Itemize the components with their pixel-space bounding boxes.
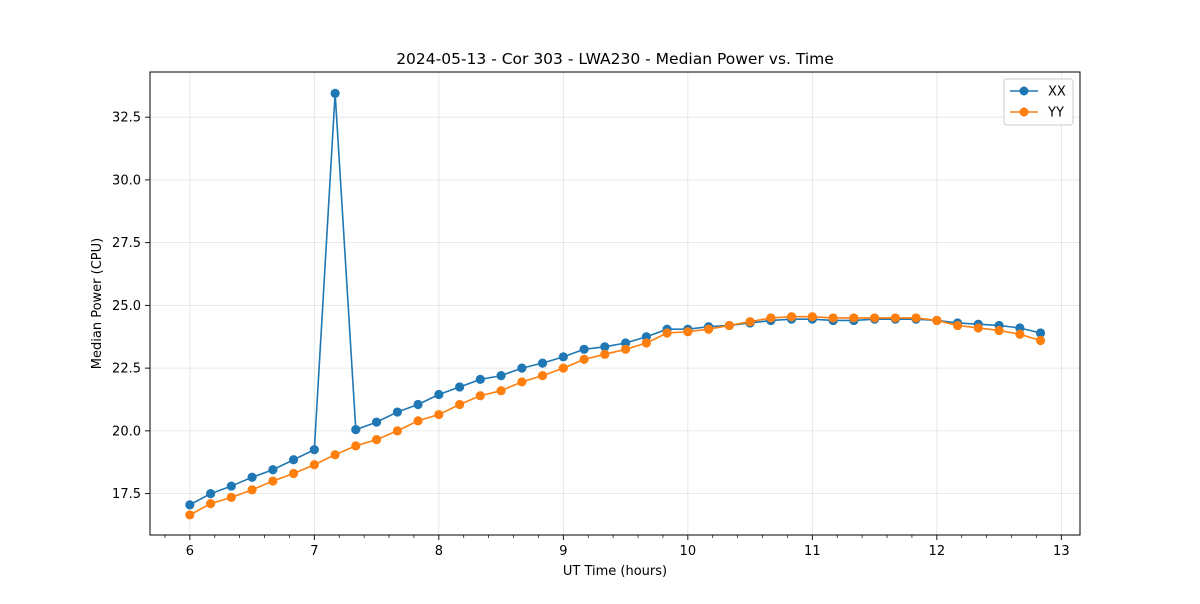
data-point-xx xyxy=(371,417,382,427)
data-point-yy xyxy=(890,313,900,323)
data-point-yy xyxy=(517,377,527,387)
data-point-yy xyxy=(558,363,568,373)
legend-swatch-yy-marker xyxy=(1019,107,1029,117)
data-point-xx xyxy=(309,445,319,455)
data-point-xx xyxy=(579,344,589,354)
x-tick-label: 7 xyxy=(310,544,318,559)
data-point-yy xyxy=(704,324,714,334)
data-point-yy xyxy=(994,325,1004,336)
data-point-yy xyxy=(330,450,340,460)
data-point-yy xyxy=(371,435,382,445)
data-point-yy xyxy=(662,328,672,338)
data-point-yy xyxy=(579,354,589,364)
x-tick-label: 9 xyxy=(559,544,567,559)
data-point-yy xyxy=(641,338,651,348)
x-tick-label: 13 xyxy=(1053,544,1070,559)
data-point-yy xyxy=(911,313,921,323)
data-point-xx xyxy=(330,88,340,98)
plot-frame xyxy=(149,71,1081,536)
data-point-yy xyxy=(309,460,319,470)
legend: XX YY xyxy=(1003,78,1074,126)
series-layer xyxy=(185,88,1046,520)
y-tick-label: 20.0 xyxy=(112,424,141,439)
data-point-yy xyxy=(247,485,257,495)
x-tick-label: 12 xyxy=(929,544,946,559)
x-tick-label: 8 xyxy=(435,544,443,559)
data-point-xx xyxy=(600,342,610,352)
axes: 6 7 8 9 10 11 12 13 17.5 20.0 22.5 25.0 27.5 30.0 32.5 xyxy=(112,111,1070,559)
legend-swatch-xx-marker xyxy=(1019,86,1029,96)
y-tick-label: 22.5 xyxy=(112,362,141,377)
data-point-yy xyxy=(413,416,423,426)
data-point-yy xyxy=(351,441,361,451)
data-point-xx xyxy=(496,371,506,381)
data-point-yy xyxy=(392,426,402,436)
data-point-yy xyxy=(724,320,734,331)
y-tick-label: 32.5 xyxy=(112,111,141,126)
data-point-yy xyxy=(973,323,983,333)
data-point-yy xyxy=(268,476,278,486)
y-tick-label: 25.0 xyxy=(112,299,141,314)
data-point-xx xyxy=(288,455,299,465)
data-point-xx xyxy=(268,465,278,475)
y-tick-label: 30.0 xyxy=(112,173,141,188)
data-point-yy xyxy=(1035,335,1046,346)
data-point-yy xyxy=(620,344,631,354)
x-tick-label: 10 xyxy=(680,544,697,559)
legend-label-xx: XX xyxy=(1048,85,1066,100)
data-point-yy xyxy=(226,492,236,502)
data-point-yy xyxy=(683,327,693,337)
data-point-yy xyxy=(869,313,880,323)
grid-lines xyxy=(150,72,1080,535)
x-axis-label: UT Time (hours) xyxy=(563,564,667,579)
data-point-xx xyxy=(413,399,423,410)
data-point-xx xyxy=(392,407,402,417)
data-point-xx xyxy=(558,352,568,362)
data-point-yy xyxy=(953,320,963,331)
data-point-yy xyxy=(185,510,195,520)
data-point-xx xyxy=(537,358,548,368)
data-point-yy xyxy=(496,386,506,396)
data-point-xx xyxy=(455,382,465,392)
data-point-yy xyxy=(434,409,444,420)
data-point-xx xyxy=(517,363,527,373)
data-point-yy xyxy=(828,313,838,323)
data-point-yy xyxy=(537,371,548,381)
y-tick-label: 27.5 xyxy=(112,236,141,251)
x-tick-label: 11 xyxy=(804,544,821,559)
data-point-xx xyxy=(351,425,361,435)
data-point-xx xyxy=(185,500,195,510)
data-point-yy xyxy=(600,349,610,359)
data-point-yy xyxy=(288,468,299,479)
data-point-xx xyxy=(1035,328,1046,338)
data-point-yy xyxy=(475,391,485,401)
data-point-yy xyxy=(455,399,465,410)
x-tick-label: 6 xyxy=(186,544,194,559)
data-point-yy xyxy=(206,499,216,509)
data-point-yy xyxy=(1015,329,1025,339)
y-tick-label: 17.5 xyxy=(112,487,141,502)
data-point-yy xyxy=(745,317,755,327)
data-point-yy xyxy=(786,312,797,322)
y-axis-label: Median Power (CPU) xyxy=(90,238,105,369)
data-point-xx xyxy=(226,481,236,491)
data-point-xx xyxy=(475,374,485,385)
data-point-yy xyxy=(932,315,942,326)
chart-title: 2024-05-13 - Cor 303 - LWA230 - Median P… xyxy=(396,50,834,68)
data-point-xx xyxy=(434,389,444,400)
data-point-yy xyxy=(766,313,776,323)
data-point-xx xyxy=(247,472,257,482)
data-point-xx xyxy=(206,488,216,499)
data-point-yy xyxy=(807,312,817,322)
series-yy xyxy=(185,312,1046,520)
legend-label-yy: YY xyxy=(1047,106,1064,121)
data-point-yy xyxy=(849,313,859,323)
